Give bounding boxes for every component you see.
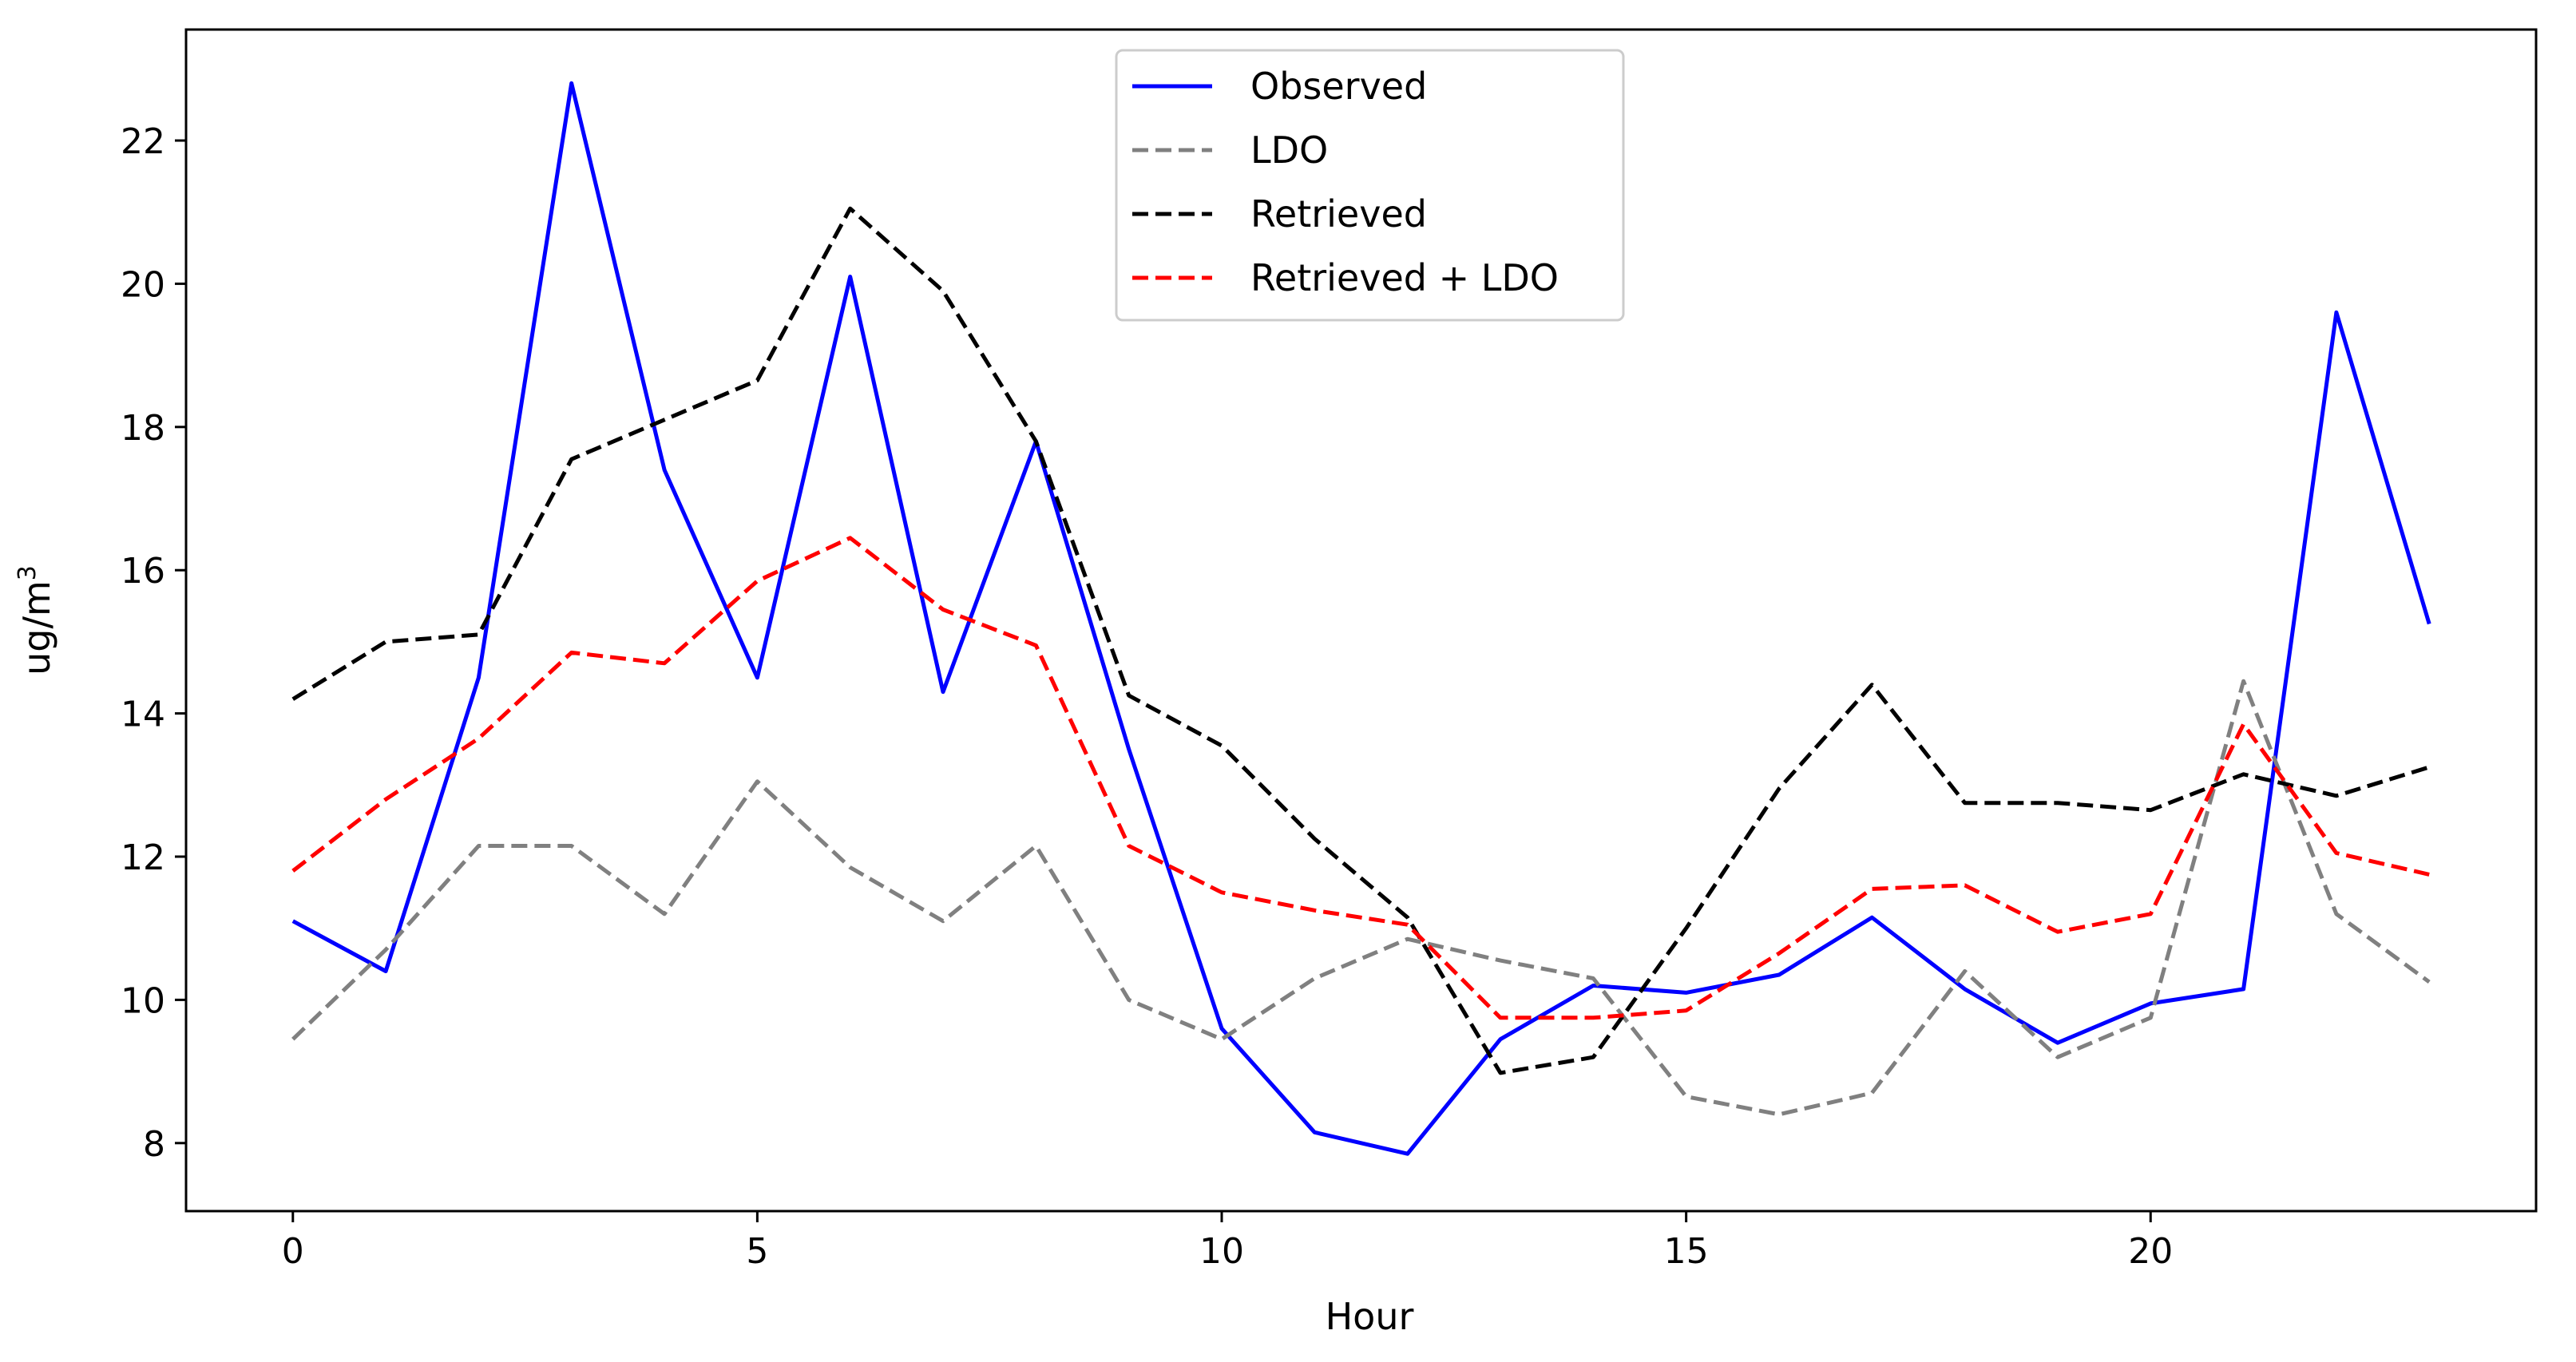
y-tick-label: 18 <box>121 408 165 449</box>
series-line-retrieved <box>291 206 2430 1075</box>
y-axis-label: ug/m3 <box>14 565 58 675</box>
y-tick-label: 8 <box>143 1124 165 1165</box>
y-tick-label: 22 <box>121 121 165 162</box>
x-axis-label: Hour <box>1326 1295 1414 1338</box>
y-tick-label: 10 <box>121 980 165 1021</box>
x-tick-label: 20 <box>2128 1231 2173 1272</box>
x-tick-label: 10 <box>1199 1231 1244 1272</box>
y-tick-label: 16 <box>121 551 165 592</box>
x-tick-label: 5 <box>746 1231 768 1272</box>
y-axis: 8 10 12 14 16 18 20 22 <box>121 121 186 1165</box>
x-tick-label: 15 <box>1664 1231 1709 1272</box>
y-tick-label: 12 <box>121 837 165 878</box>
y-tick-label: 14 <box>121 695 165 735</box>
y-tick-label: 20 <box>121 264 165 305</box>
legend-label: Retrieved + LDO <box>1250 256 1559 299</box>
legend-label: LDO <box>1250 129 1328 172</box>
legend-label: Retrieved <box>1250 192 1427 236</box>
series-layer <box>291 81 2431 1156</box>
legend-label: Observed <box>1250 65 1427 108</box>
series-line-retrieved-ldo <box>291 536 2430 1020</box>
legend-box <box>1115 49 1625 322</box>
plot-frame <box>184 28 2538 1213</box>
x-axis: 0 5 10 15 20 <box>282 1211 2173 1272</box>
series-line-observed <box>291 81 2431 1156</box>
x-tick-label: 0 <box>282 1231 304 1272</box>
y-axis-label-superscript: 3 <box>14 565 42 580</box>
legend: Observed LDO Retrieved Retrieved + LDO <box>1115 49 1625 322</box>
